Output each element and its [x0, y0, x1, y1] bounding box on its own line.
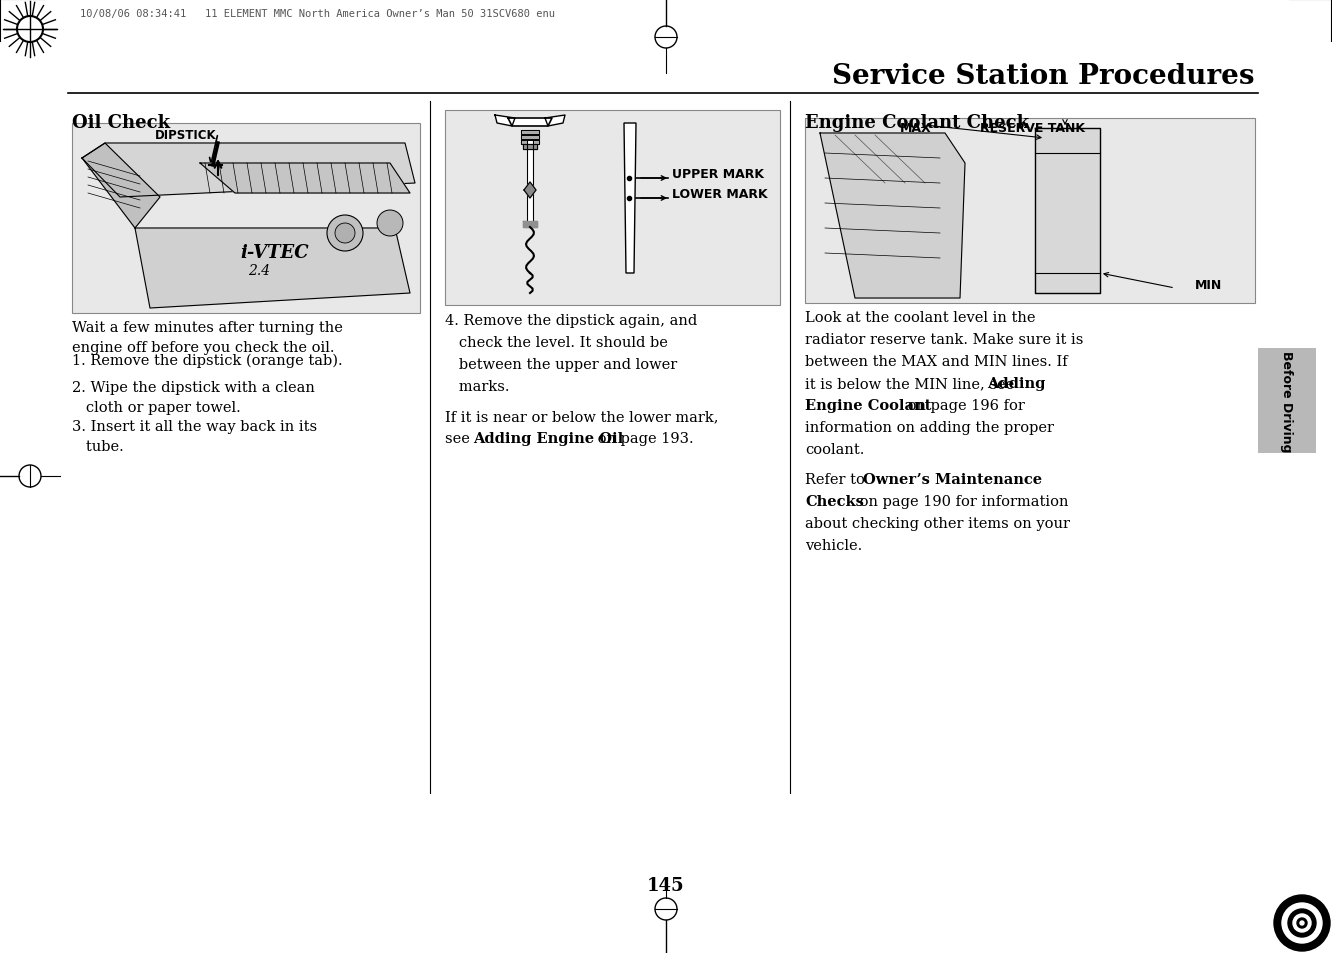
Text: Engine Coolant: Engine Coolant — [805, 398, 931, 413]
Circle shape — [1273, 895, 1329, 951]
Text: MAX: MAX — [900, 122, 931, 135]
Text: MIN: MIN — [1195, 278, 1223, 292]
Text: 3. Insert it all the way back in its
   tube.: 3. Insert it all the way back in its tub… — [72, 419, 317, 454]
Bar — [805, 119, 1255, 304]
Polygon shape — [135, 229, 410, 309]
Circle shape — [377, 211, 404, 236]
Circle shape — [326, 215, 364, 252]
Text: 145: 145 — [647, 876, 685, 894]
Text: it is below the MIN line, see: it is below the MIN line, see — [805, 376, 1019, 391]
Polygon shape — [545, 116, 565, 127]
Circle shape — [1288, 909, 1316, 937]
Text: on page 193.: on page 193. — [593, 432, 694, 446]
Text: radiator reserve tank. Make sure it is: radiator reserve tank. Make sure it is — [805, 333, 1083, 347]
Polygon shape — [507, 119, 551, 127]
Polygon shape — [623, 124, 635, 274]
Polygon shape — [821, 133, 964, 298]
Circle shape — [1300, 921, 1304, 925]
Bar — [445, 111, 781, 306]
Text: Adding Engine Oil: Adding Engine Oil — [473, 432, 623, 446]
Text: i-VTEC: i-VTEC — [240, 244, 309, 262]
Text: marks.: marks. — [445, 379, 510, 394]
Text: between the MAX and MIN lines. If: between the MAX and MIN lines. If — [805, 355, 1068, 369]
Text: Oil Check: Oil Check — [72, 113, 170, 132]
Text: about checking other items on your: about checking other items on your — [805, 517, 1070, 531]
Text: 1. Remove the dipstick (orange tab).: 1. Remove the dipstick (orange tab). — [72, 354, 342, 368]
Text: on page 196 for: on page 196 for — [903, 398, 1024, 413]
Bar — [1257, 349, 1316, 454]
Text: LOWER MARK: LOWER MARK — [673, 188, 767, 200]
Polygon shape — [527, 141, 533, 224]
Text: see: see — [445, 432, 474, 446]
Text: coolant.: coolant. — [805, 442, 864, 456]
Text: 4. Remove the dipstick again, and: 4. Remove the dipstick again, and — [445, 314, 697, 328]
Polygon shape — [523, 183, 535, 199]
Text: 2. Wipe the dipstick with a clean
   cloth or paper towel.: 2. Wipe the dipstick with a clean cloth … — [72, 380, 314, 415]
Polygon shape — [521, 141, 539, 145]
Polygon shape — [521, 131, 539, 135]
Text: UPPER MARK: UPPER MARK — [673, 168, 765, 180]
Text: Engine Coolant Check: Engine Coolant Check — [805, 113, 1030, 132]
Text: If it is near or below the lower mark,: If it is near or below the lower mark, — [445, 410, 718, 423]
Text: DIPSTICK: DIPSTICK — [155, 129, 217, 142]
Circle shape — [1281, 903, 1321, 943]
Text: check the level. It should be: check the level. It should be — [445, 335, 667, 350]
Text: Checks: Checks — [805, 495, 864, 509]
Text: Before Driving: Before Driving — [1280, 351, 1293, 453]
Text: Service Station Procedures: Service Station Procedures — [832, 63, 1255, 90]
Polygon shape — [496, 116, 515, 127]
Text: 2.4: 2.4 — [248, 264, 270, 277]
Text: on page 190 for information: on page 190 for information — [855, 495, 1068, 509]
Polygon shape — [1035, 129, 1100, 294]
Polygon shape — [200, 164, 410, 193]
Text: 10/08/06 08:34:41   11 ELEMENT MMC North America Owner’s Man 50 31SCV680 enu: 10/08/06 08:34:41 11 ELEMENT MMC North A… — [80, 9, 555, 19]
Text: Look at the coolant level in the: Look at the coolant level in the — [805, 311, 1035, 325]
Polygon shape — [523, 222, 537, 228]
Polygon shape — [523, 145, 537, 150]
Circle shape — [336, 224, 356, 244]
Polygon shape — [83, 144, 160, 229]
Circle shape — [1297, 918, 1307, 928]
Text: Adding: Adding — [987, 376, 1046, 391]
Text: RESERVE TANK: RESERVE TANK — [980, 122, 1086, 135]
Bar — [72, 124, 420, 314]
Polygon shape — [521, 136, 539, 140]
Text: between the upper and lower: between the upper and lower — [445, 357, 677, 372]
Text: Refer to: Refer to — [805, 473, 870, 486]
Text: Owner’s Maintenance: Owner’s Maintenance — [863, 473, 1042, 486]
Text: vehicle.: vehicle. — [805, 538, 862, 553]
Polygon shape — [83, 144, 416, 198]
Text: information on adding the proper: information on adding the proper — [805, 420, 1054, 435]
Circle shape — [1293, 914, 1311, 932]
Text: Wait a few minutes after turning the
engine off before you check the oil.: Wait a few minutes after turning the eng… — [72, 320, 342, 355]
